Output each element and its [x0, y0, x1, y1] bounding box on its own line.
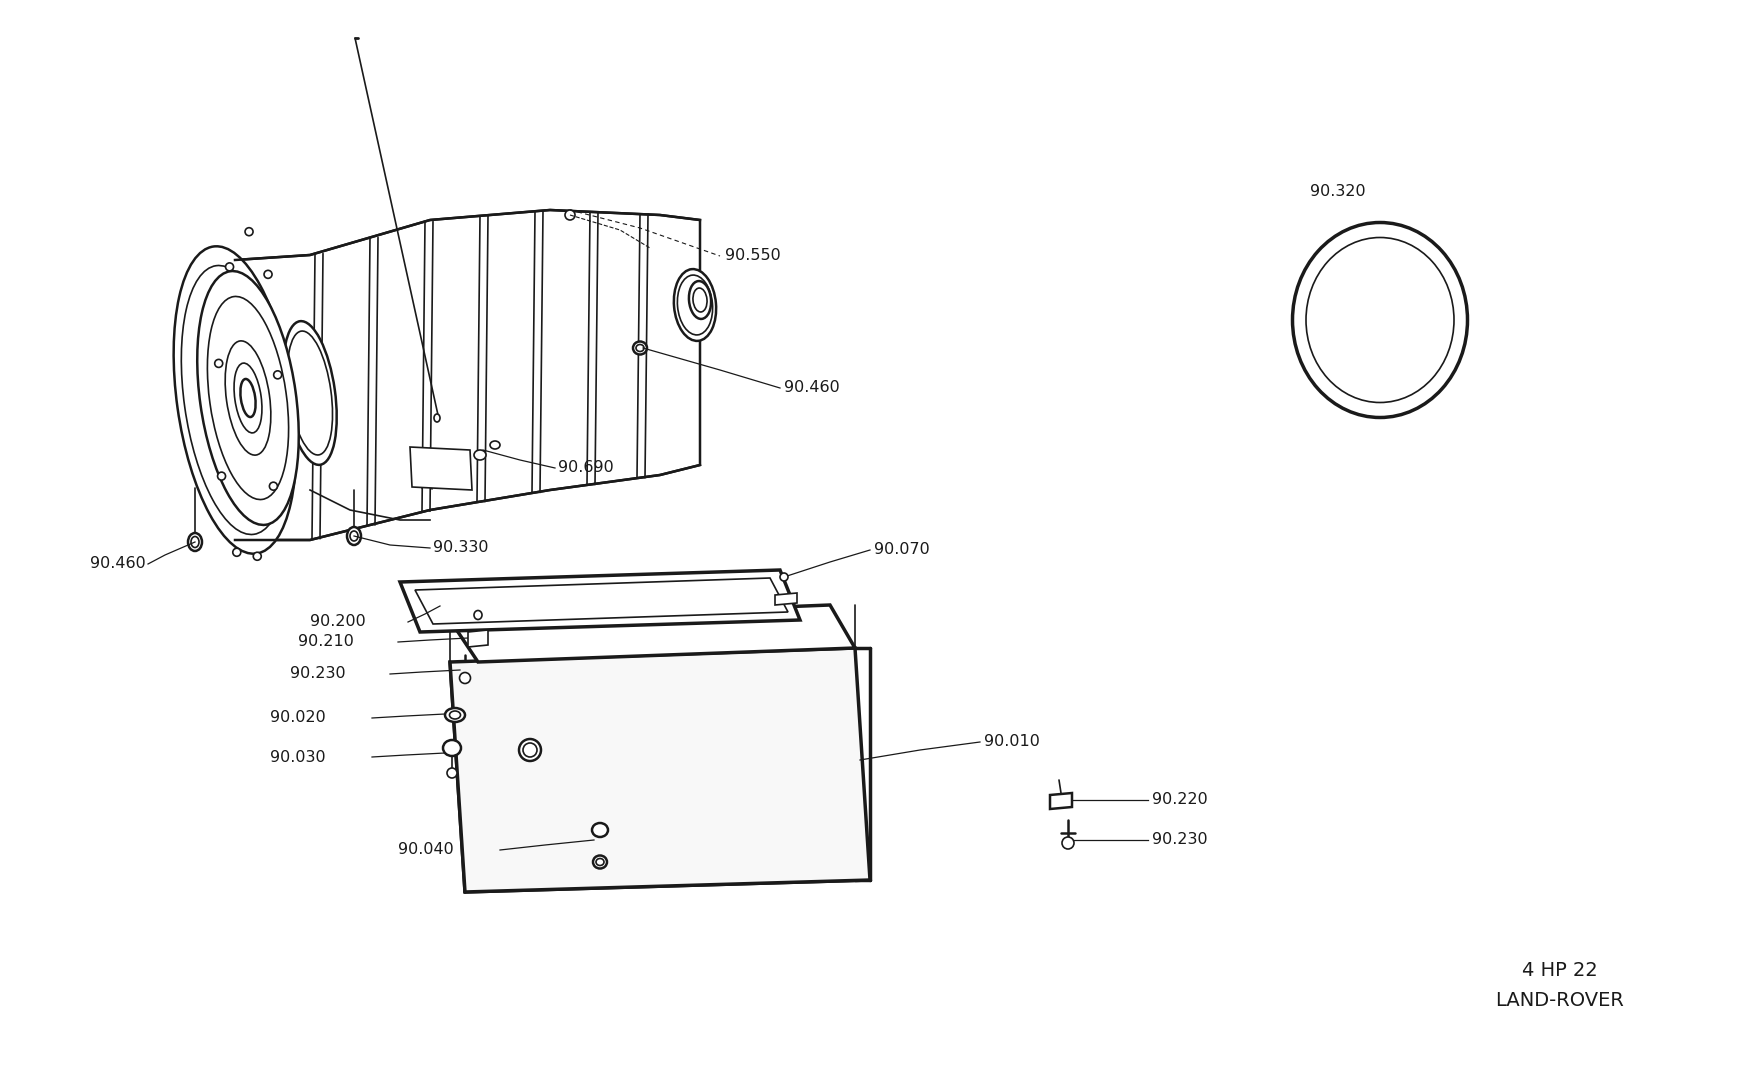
Ellipse shape: [346, 526, 360, 545]
Ellipse shape: [443, 740, 460, 756]
Ellipse shape: [198, 271, 299, 525]
Ellipse shape: [226, 263, 233, 271]
Ellipse shape: [780, 573, 788, 581]
Polygon shape: [410, 447, 472, 490]
Ellipse shape: [287, 331, 332, 455]
Ellipse shape: [635, 344, 644, 351]
Ellipse shape: [434, 414, 439, 422]
Ellipse shape: [592, 823, 607, 837]
Ellipse shape: [273, 371, 282, 379]
Text: 4 HP 22: 4 HP 22: [1522, 960, 1598, 980]
Ellipse shape: [634, 341, 648, 354]
Ellipse shape: [284, 322, 336, 464]
Text: 90.070: 90.070: [873, 543, 929, 557]
Polygon shape: [775, 593, 796, 605]
Ellipse shape: [240, 379, 256, 417]
Ellipse shape: [173, 246, 296, 554]
Ellipse shape: [1293, 222, 1468, 417]
Ellipse shape: [217, 472, 226, 480]
Ellipse shape: [474, 610, 481, 619]
Text: 90.460: 90.460: [784, 380, 840, 396]
Ellipse shape: [444, 708, 466, 722]
Text: 90.690: 90.690: [558, 460, 614, 475]
Ellipse shape: [565, 210, 576, 220]
Text: 90.010: 90.010: [984, 735, 1040, 750]
Ellipse shape: [597, 859, 604, 865]
Polygon shape: [1050, 794, 1073, 809]
Ellipse shape: [677, 275, 712, 335]
Ellipse shape: [226, 341, 271, 456]
Polygon shape: [467, 630, 488, 647]
Text: 90.210: 90.210: [298, 634, 354, 650]
Ellipse shape: [474, 450, 487, 460]
Ellipse shape: [1062, 837, 1074, 849]
Text: 90.200: 90.200: [310, 615, 366, 630]
Polygon shape: [415, 578, 788, 623]
Ellipse shape: [520, 739, 541, 761]
Ellipse shape: [674, 269, 716, 341]
Text: 90.320: 90.320: [1311, 184, 1365, 199]
Ellipse shape: [245, 228, 254, 235]
Text: 90.030: 90.030: [270, 750, 326, 764]
Ellipse shape: [693, 288, 707, 312]
Ellipse shape: [208, 296, 289, 499]
Ellipse shape: [215, 360, 222, 367]
Text: 90.550: 90.550: [724, 247, 780, 263]
Ellipse shape: [450, 711, 460, 719]
Polygon shape: [234, 210, 700, 540]
Ellipse shape: [254, 553, 261, 560]
Ellipse shape: [690, 281, 710, 319]
Ellipse shape: [460, 673, 471, 683]
Text: 90.020: 90.020: [270, 711, 326, 726]
Ellipse shape: [233, 548, 242, 556]
Ellipse shape: [350, 531, 359, 541]
Text: 90.330: 90.330: [432, 541, 488, 556]
Ellipse shape: [187, 533, 201, 552]
Text: 90.230: 90.230: [1152, 833, 1207, 848]
Text: LAND-ROVER: LAND-ROVER: [1496, 991, 1624, 1009]
Ellipse shape: [234, 363, 262, 433]
Ellipse shape: [523, 743, 537, 756]
Ellipse shape: [270, 482, 278, 491]
Ellipse shape: [593, 856, 607, 869]
Text: 90.460: 90.460: [89, 557, 145, 571]
Ellipse shape: [191, 536, 200, 547]
Text: 90.040: 90.040: [397, 843, 453, 858]
Ellipse shape: [182, 266, 289, 534]
Ellipse shape: [490, 441, 500, 449]
Ellipse shape: [1306, 238, 1454, 402]
Text: 90.230: 90.230: [290, 666, 346, 681]
Ellipse shape: [264, 270, 271, 278]
Polygon shape: [450, 605, 856, 662]
Polygon shape: [450, 647, 870, 892]
Ellipse shape: [446, 768, 457, 778]
Text: 90.220: 90.220: [1152, 792, 1207, 808]
Polygon shape: [401, 570, 800, 632]
